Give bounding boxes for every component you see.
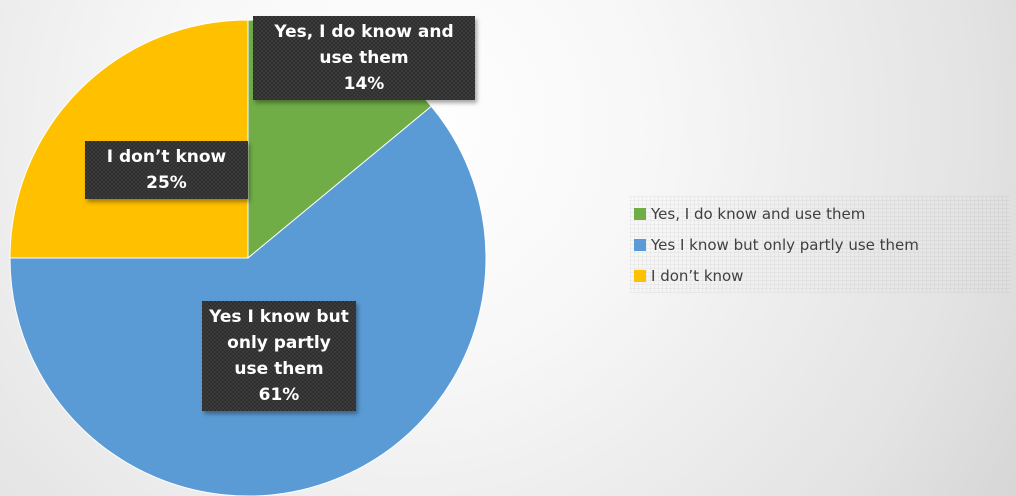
data-label-partly-use: Yes I know but only partly use them 61% (202, 301, 356, 411)
data-label-partly-use-name: Yes I know but only partly use them (209, 307, 349, 379)
data-label-yes-use: Yes, I do know and use them 14% (253, 16, 475, 100)
data-label-dont-know-value: 25% (146, 173, 187, 193)
data-label-dont-know-name: I don’t know (106, 147, 227, 167)
data-label-partly-use-value: 61% (258, 385, 300, 405)
pie-slice-dont-know (9, 19, 249, 259)
legend-label: Yes, I do know and use them (651, 204, 866, 223)
data-label-yes-use-value: 14% (343, 74, 385, 94)
legend-label: Yes I know but only partly use them (651, 235, 919, 254)
legend-item-yes-use: Yes, I do know and use them (634, 198, 1006, 229)
data-label-dont-know: I don’t know 25% (85, 141, 248, 199)
legend-swatch-blue (634, 238, 646, 251)
legend-swatch-yellow (634, 269, 646, 282)
legend-label: I don’t know (651, 266, 744, 285)
legend-item-dont-know: I don’t know (634, 260, 1006, 291)
legend-swatch-green (634, 207, 646, 220)
legend-item-partly-use: Yes I know but only partly use them (634, 229, 1006, 260)
pie-slice-partly-use (9, 105, 487, 496)
legend: Yes, I do know and use them Yes I know b… (630, 196, 1010, 293)
data-label-yes-use-name: Yes, I do know and use them (274, 22, 454, 68)
